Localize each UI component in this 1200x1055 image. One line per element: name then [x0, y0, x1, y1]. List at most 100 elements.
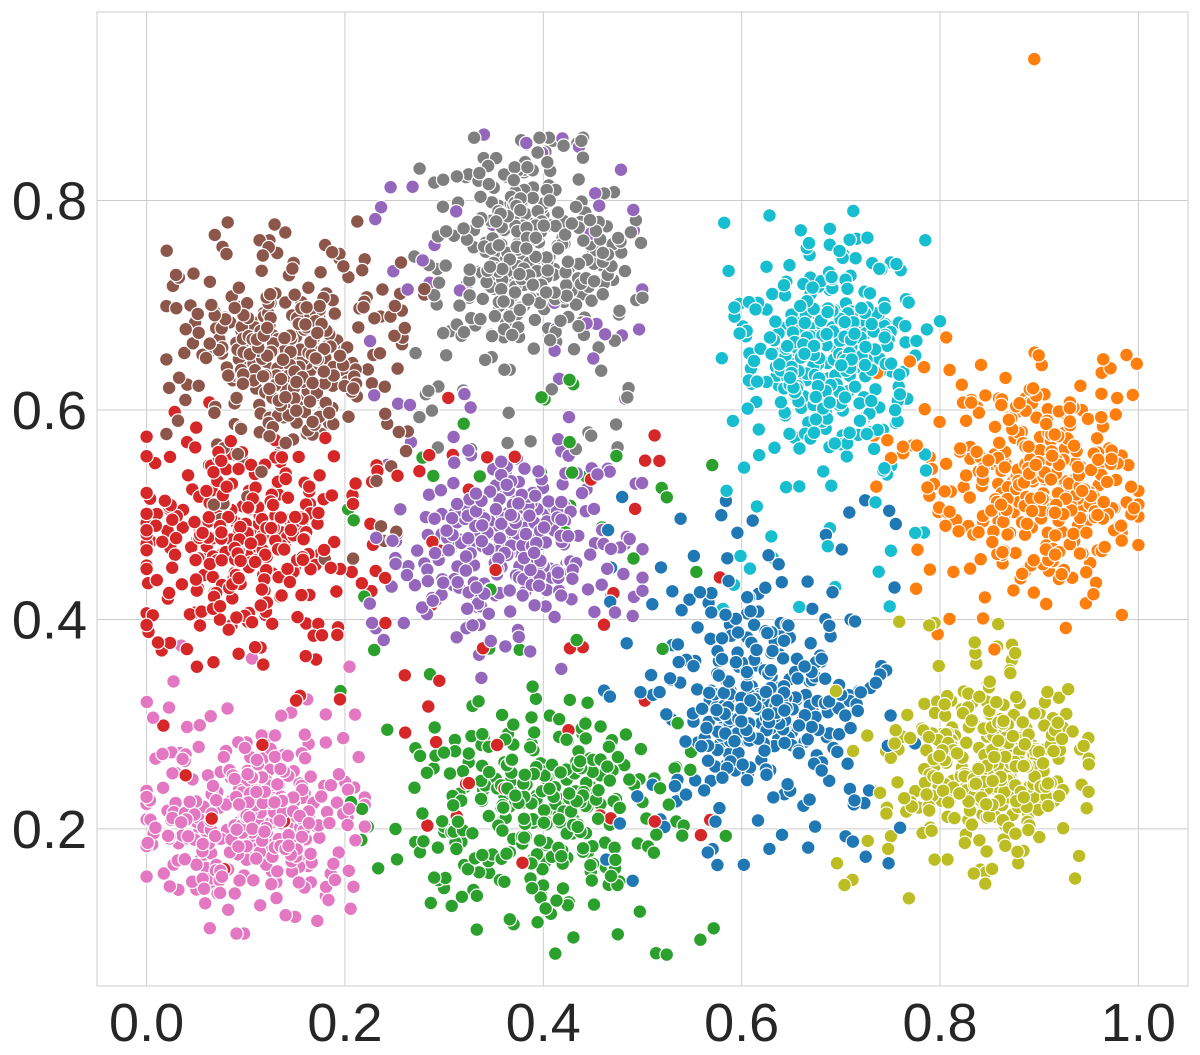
scatter-point-series-1 [1043, 472, 1059, 487]
scatter-point-series-1 [938, 518, 953, 534]
scatter-point-series-1 [962, 490, 978, 505]
scatter-point-series-4 [547, 609, 562, 625]
scatter-point-series-0 [700, 845, 716, 860]
scatter-point-series-0 [791, 745, 807, 761]
scatter-point-series-7 [582, 212, 598, 228]
scatter-point-series-5 [207, 227, 223, 243]
scatter-point-series-6 [240, 766, 256, 782]
scatter-point-series-3 [291, 449, 307, 465]
scatter-point-series-8 [1067, 871, 1083, 886]
scatter-point-series-4 [574, 485, 590, 501]
scatter-point-series-1 [1070, 459, 1086, 475]
scatter-point-series-2 [704, 457, 720, 473]
scatter-point-series-1 [1126, 500, 1142, 516]
scatter-point-series-5 [341, 409, 356, 425]
scatter-point-series-6 [175, 751, 191, 767]
scatter-point-series-2 [599, 759, 615, 774]
scatter-point-series-2 [547, 946, 563, 961]
scatter-point-series-7 [473, 311, 488, 327]
scatter-point-series-5 [324, 244, 340, 260]
scatter-point-series-4 [474, 517, 490, 533]
scatter-point-series-7 [536, 218, 552, 234]
scatter-point-series-3 [397, 667, 413, 683]
scatter-point-series-3 [317, 430, 333, 446]
scatter-point-series-4 [602, 464, 618, 480]
scatter-point-series-2 [388, 821, 403, 837]
scatter-point-series-9 [858, 339, 873, 355]
scatter-point-series-0 [713, 507, 729, 523]
scatter-point-series-7 [408, 345, 424, 361]
scatter-point-series-6 [280, 748, 296, 764]
scatter-point-series-7 [491, 237, 507, 253]
scatter-point-series-7 [526, 341, 542, 357]
scatter-point-series-1 [971, 524, 986, 540]
scatter-point-series-7 [449, 168, 465, 184]
scatter-point-series-2 [534, 389, 549, 405]
scatter-point-series-4 [565, 571, 580, 587]
scatter-point-series-8 [887, 736, 903, 751]
scatter-point-series-5 [190, 306, 206, 322]
scatter-point-series-6 [340, 782, 356, 798]
scatter-point-series-1 [942, 611, 957, 627]
scatter-point-series-0 [850, 703, 866, 719]
scatter-point-series-4 [460, 530, 476, 546]
scatter-point-series-9 [859, 426, 875, 442]
scatter-point-series-5 [332, 348, 348, 364]
scatter-point-series-1 [1108, 407, 1124, 422]
scatter-point-series-9 [863, 393, 879, 409]
scatter-point-series-0 [700, 753, 716, 769]
scatter-point-series-7 [438, 258, 454, 274]
scatter-point-series-1 [998, 370, 1013, 386]
scatter-point-series-1 [1078, 525, 1094, 541]
scatter-point-series-1 [977, 590, 993, 605]
scatter-point-series-1 [1099, 474, 1115, 490]
scatter-point-series-8 [1060, 681, 1076, 697]
scatter-point-series-7 [435, 172, 451, 188]
scatter-point-series-2 [502, 911, 518, 927]
scatter-point-series-0 [686, 548, 702, 564]
scatter-point-series-3 [139, 506, 155, 522]
scatter-point-series-4 [625, 202, 641, 218]
scatter-point-series-3 [149, 572, 165, 588]
scatter-point-series-5 [191, 325, 207, 341]
scatter-point-series-3 [228, 610, 244, 625]
scatter-point-series-4 [463, 400, 479, 415]
scatter-point-series-2 [516, 830, 532, 845]
scatter-point-series-9 [823, 478, 839, 494]
x-tick-label: 1.0 [1101, 993, 1176, 1050]
scatter-point-series-3 [180, 467, 196, 483]
scatter-point-series-7 [586, 273, 602, 289]
scatter-point-series-7 [493, 281, 509, 297]
scatter-point-series-4 [586, 501, 602, 517]
scatter-point-series-4 [446, 429, 462, 445]
scatter-point-series-5 [397, 320, 413, 336]
scatter-point-series-7 [575, 150, 591, 166]
scatter-point-series-1 [1047, 528, 1063, 543]
scatter-point-series-0 [757, 743, 772, 759]
scatter-point-series-3 [288, 693, 304, 708]
scatter-point-series-1 [932, 414, 947, 430]
scatter-point-series-6 [294, 829, 310, 845]
scatter-point-series-1 [969, 444, 985, 460]
scatter-point-series-8 [1039, 684, 1055, 700]
scatter-point-series-0 [600, 522, 616, 538]
scatter-point-series-7 [477, 352, 493, 368]
scatter-point-series-2 [450, 814, 466, 830]
scatter-point-series-0 [829, 744, 845, 760]
scatter-point-series-5 [229, 390, 245, 406]
scatter-point-series-5 [202, 336, 218, 352]
scatter-point-series-5 [360, 362, 376, 377]
scatter-point-series-8 [982, 674, 998, 689]
scatter-point-series-7 [550, 204, 566, 220]
scatter-point-series-8 [971, 761, 986, 777]
scatter-point-series-2 [607, 840, 622, 856]
scatter-point-series-8 [901, 890, 917, 906]
scatter-point-series-7 [559, 288, 575, 304]
scatter-point-series-3 [174, 576, 190, 592]
scatter-point-series-6 [331, 766, 347, 782]
scatter-point-series-3 [354, 575, 370, 591]
scatter-point-series-1 [1047, 505, 1063, 521]
scatter-point-series-9 [805, 280, 820, 296]
scatter-point-series-0 [727, 733, 742, 749]
scatter-point-series-9 [845, 203, 861, 219]
